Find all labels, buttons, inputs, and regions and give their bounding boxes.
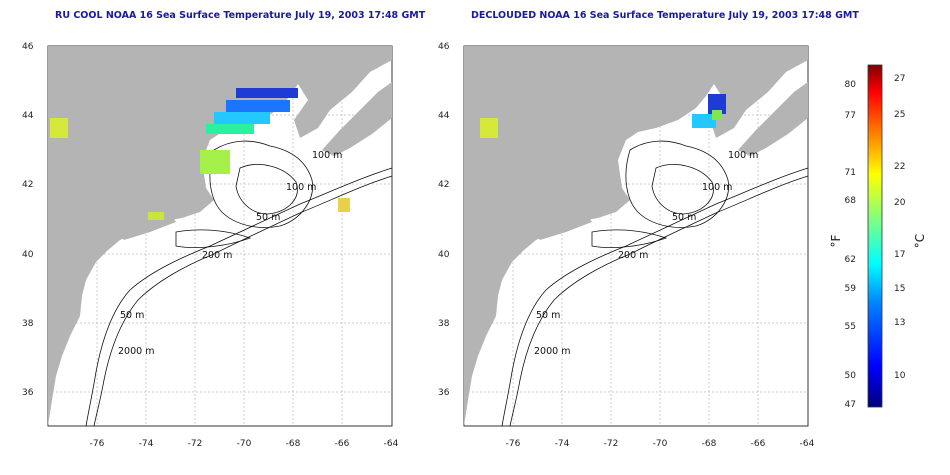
svg-text:40: 40 bbox=[22, 250, 34, 260]
svg-text:50 m: 50 m bbox=[536, 310, 560, 321]
svg-text:22: 22 bbox=[894, 162, 905, 172]
svg-text:-72: -72 bbox=[188, 439, 203, 449]
svg-text:36: 36 bbox=[438, 388, 450, 398]
contour-text: 100 m 100 m 50 m 200 m 50 m 2000 m bbox=[118, 150, 342, 357]
svg-text:15: 15 bbox=[894, 284, 905, 294]
lon-axis: -76 -74 -72 -70 -68 -66 -64 bbox=[90, 439, 399, 449]
svg-text:46: 46 bbox=[22, 42, 34, 52]
svg-text:25: 25 bbox=[894, 110, 905, 120]
svg-text:50: 50 bbox=[845, 371, 857, 381]
svg-text:77: 77 bbox=[845, 111, 856, 121]
colorbar-gradient bbox=[867, 64, 883, 408]
svg-text:17: 17 bbox=[894, 250, 905, 260]
land-mass-long-island bbox=[120, 216, 176, 240]
sst-patches bbox=[480, 94, 726, 138]
svg-text:46: 46 bbox=[438, 42, 450, 52]
svg-text:100 m: 100 m bbox=[312, 150, 342, 161]
svg-text:-70: -70 bbox=[653, 439, 668, 449]
land-mass bbox=[464, 46, 808, 426]
celsius-unit-label: °C bbox=[913, 234, 927, 248]
contour-lines bbox=[501, 140, 809, 427]
svg-text:-76: -76 bbox=[90, 439, 105, 449]
svg-text:27: 27 bbox=[894, 74, 905, 84]
svg-text:-68: -68 bbox=[286, 439, 301, 449]
svg-text:-66: -66 bbox=[335, 439, 350, 449]
svg-text:71: 71 bbox=[845, 168, 856, 178]
svg-text:40: 40 bbox=[438, 250, 450, 260]
svg-text:-76: -76 bbox=[506, 439, 521, 449]
svg-text:-74: -74 bbox=[139, 439, 154, 449]
svg-text:20: 20 bbox=[894, 198, 906, 208]
svg-text:55: 55 bbox=[845, 322, 856, 332]
svg-text:44: 44 bbox=[22, 111, 34, 121]
svg-text:-68: -68 bbox=[702, 439, 717, 449]
svg-text:59: 59 bbox=[845, 284, 857, 294]
svg-text:62: 62 bbox=[845, 255, 856, 265]
contour-text: 100 m 100 m 50 m 200 m 50 m 2000 m bbox=[534, 150, 758, 357]
land-mass bbox=[48, 46, 392, 426]
temperature-colorbar: 80 77 71 68 62 59 55 50 47 27 25 22 20 1… bbox=[829, 64, 927, 410]
fahrenheit-unit-label: °F bbox=[829, 234, 843, 247]
svg-text:-74: -74 bbox=[555, 439, 570, 449]
svg-text:-70: -70 bbox=[237, 439, 252, 449]
svg-text:200 m: 200 m bbox=[202, 250, 232, 261]
svg-text:42: 42 bbox=[438, 180, 449, 190]
svg-text:68: 68 bbox=[845, 196, 857, 206]
svg-text:44: 44 bbox=[438, 111, 450, 121]
svg-text:42: 42 bbox=[22, 180, 33, 190]
svg-text:100 m: 100 m bbox=[728, 150, 758, 161]
svg-text:38: 38 bbox=[438, 319, 450, 329]
panel-right-title: DECLOUDED NOAA 16 Sea Surface Temperatur… bbox=[471, 10, 859, 21]
svg-text:13: 13 bbox=[894, 318, 905, 328]
svg-text:47: 47 bbox=[845, 400, 856, 410]
svg-text:50 m: 50 m bbox=[672, 212, 696, 223]
celsius-ticks: 27 25 22 20 17 15 13 10 bbox=[894, 74, 906, 381]
svg-text:80: 80 bbox=[845, 80, 857, 90]
fahrenheit-ticks: 80 77 71 68 62 59 55 50 47 bbox=[845, 80, 857, 410]
land-mass-long-island bbox=[536, 216, 592, 240]
map-panel-right: 100 m 100 m 50 m 200 m 50 m 2000 m 46 44… bbox=[438, 42, 815, 449]
lat-axis: 46 44 42 40 38 36 bbox=[22, 42, 34, 398]
svg-text:38: 38 bbox=[22, 319, 34, 329]
lat-axis: 46 44 42 40 38 36 bbox=[438, 42, 450, 398]
svg-text:-64: -64 bbox=[800, 439, 815, 449]
contour-lines bbox=[85, 140, 393, 427]
land-mass-nova-scotia bbox=[322, 82, 392, 156]
svg-text:10: 10 bbox=[894, 371, 906, 381]
svg-text:50 m: 50 m bbox=[256, 212, 280, 223]
svg-text:50 m: 50 m bbox=[120, 310, 144, 321]
land-mass-nova-scotia bbox=[738, 82, 808, 156]
svg-text:200 m: 200 m bbox=[618, 250, 648, 261]
svg-text:100 m: 100 m bbox=[702, 182, 732, 193]
svg-text:36: 36 bbox=[22, 388, 34, 398]
svg-text:-66: -66 bbox=[751, 439, 766, 449]
panel-left-title: RU COOL NOAA 16 Sea Surface Temperature … bbox=[55, 10, 426, 21]
svg-text:2000 m: 2000 m bbox=[534, 346, 570, 357]
map-panel-left: 100 m 100 m 50 m 200 m 50 m 2000 m 46 44… bbox=[22, 42, 399, 449]
lon-axis: -76 -74 -72 -70 -68 -66 -64 bbox=[506, 439, 815, 449]
svg-text:2000 m: 2000 m bbox=[118, 346, 154, 357]
svg-text:100 m: 100 m bbox=[286, 182, 316, 193]
sst-patches bbox=[50, 88, 350, 220]
svg-text:-72: -72 bbox=[604, 439, 619, 449]
svg-text:-64: -64 bbox=[384, 439, 399, 449]
